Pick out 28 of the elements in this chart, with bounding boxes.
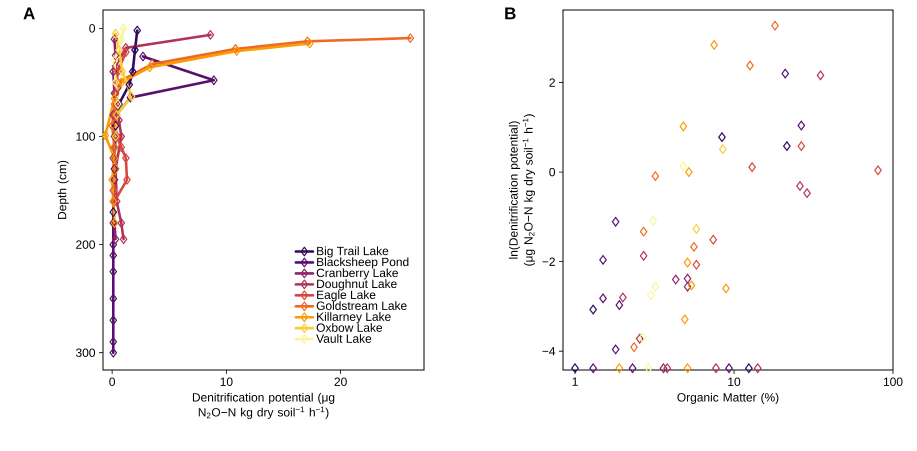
legend-label: Goldstream Lake — [316, 301, 407, 310]
x-axis-title: Organic Matter (%) — [677, 392, 778, 404]
legend-label: Blacksheep Pond — [317, 257, 408, 269]
x-tick-label: 1 — [572, 378, 578, 386]
legend-label: Oxbow Lake — [316, 323, 382, 332]
y-tick-label: 200 — [76, 240, 96, 249]
y-tick-label: 300 — [76, 348, 96, 357]
x-tick-label: 20 — [334, 378, 347, 386]
legend-label: Big Trail Lake — [317, 246, 388, 258]
x-tick-label: 0 — [109, 378, 115, 386]
x-tick-label: 100 — [884, 378, 903, 386]
y-tick-label: −2 — [542, 257, 555, 266]
legend-label: Doughnut Lake — [317, 279, 397, 290]
y-axis-title: Depth (cm) — [58, 160, 69, 219]
y-tick-label: −4 — [542, 347, 556, 356]
legend-label: Killarney Lake — [317, 312, 391, 324]
chart-title: A — [23, 8, 35, 20]
chart-title: B — [505, 8, 516, 20]
y-tick-label: 2 — [549, 78, 555, 87]
x-tick-label: 10 — [728, 378, 740, 386]
legend-label: Cranberry Lake — [316, 268, 398, 280]
x-axis-title: Denitrification potential (μg N$_{2}$O−N kg dry soil$^{−1}$ h$^{−1}$) — [192, 392, 334, 419]
legend-label: Eagle Lake — [317, 290, 376, 302]
y-tick-label: 100 — [76, 132, 96, 141]
y-tick-label: 0 — [549, 168, 556, 176]
x-tick-label: 10 — [220, 378, 233, 386]
y-tick-label: 0 — [89, 24, 96, 33]
legend-label: Vault Lake — [316, 334, 372, 343]
